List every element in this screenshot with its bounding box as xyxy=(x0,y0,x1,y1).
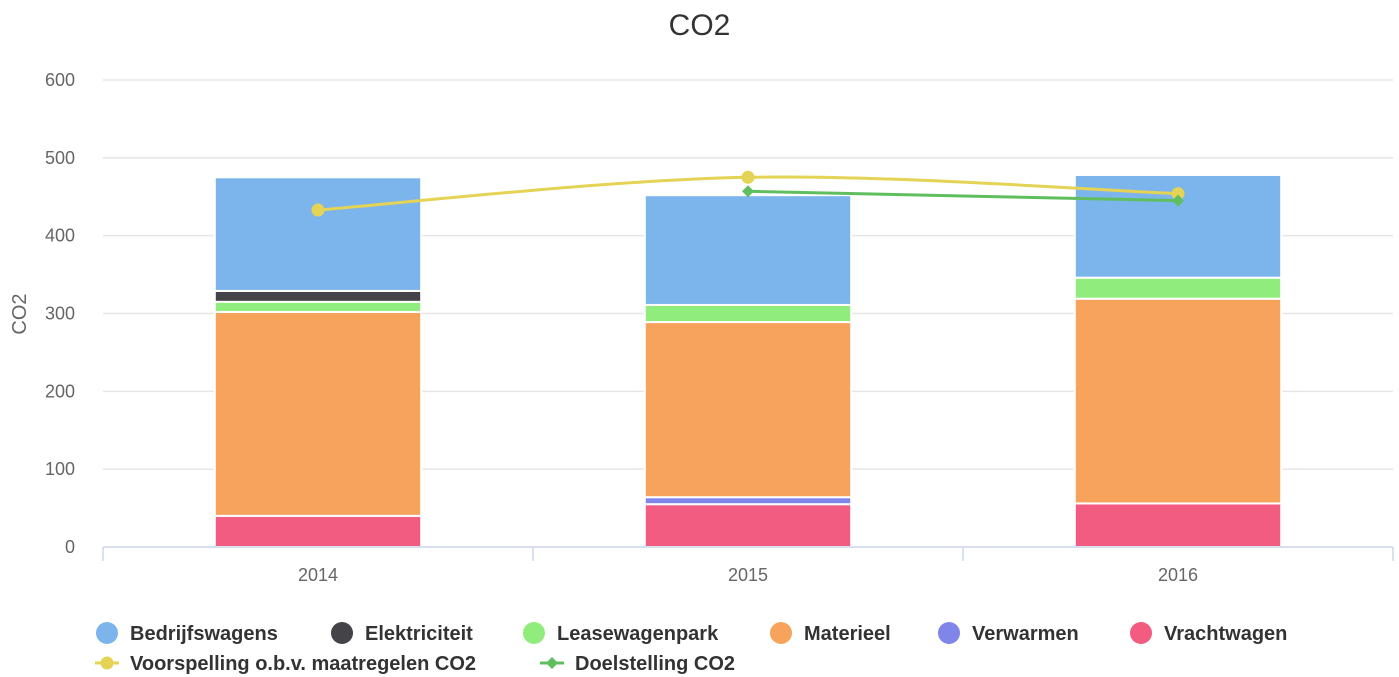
legend-label-leasewagenpark: Leasewagenpark xyxy=(557,623,719,645)
marker-doelstelling-co2-1 xyxy=(1172,194,1184,207)
y-tick-label-300: 300 xyxy=(45,304,75,324)
legend-item-voorspelling-o-b-v-maatregelen-co2[interactable]: Voorspelling o.b.v. maatregelen CO2 xyxy=(95,653,476,675)
y-tick-label-600: 600 xyxy=(45,70,75,90)
legend-label-vrachtwagen: Vrachtwagen xyxy=(1164,623,1287,645)
legend-label-materieel: Materieel xyxy=(804,623,891,645)
marker-doelstelling-co2-0 xyxy=(742,185,754,198)
legend-item-doelstelling-co2[interactable]: Doelstelling CO2 xyxy=(540,653,735,675)
legend-symbol-doelstelling-co2 xyxy=(546,657,558,669)
bar-leasewagenpark-2014 xyxy=(213,300,423,313)
legend-label-verwarmen: Verwarmen xyxy=(972,623,1079,645)
marker-voorspelling-o-b-v-maatregelen-co2-1 xyxy=(741,170,755,184)
legend-item-materieel[interactable]: Materieel xyxy=(770,622,891,645)
bar-materieel-2014 xyxy=(213,310,423,517)
legend-label-bedrijfswagens: Bedrijfswagens xyxy=(130,623,278,645)
y-tick-label-200: 200 xyxy=(45,381,75,401)
bar-elektriciteit-2014 xyxy=(213,289,423,303)
marker-voorspelling-o-b-v-maatregelen-co2-0 xyxy=(311,203,325,217)
bar-vrachtwagen-2014 xyxy=(213,514,423,548)
x-tick-label-2014: 2014 xyxy=(298,565,338,585)
legend-symbol-leasewagenpark xyxy=(523,622,545,644)
legend-symbol-vrachtwagen xyxy=(1130,622,1152,644)
legend-item-verwarmen[interactable]: Verwarmen xyxy=(938,622,1079,645)
legend: Bedrijfswagens Elektriciteit Leasewagenpar… xyxy=(95,622,1287,675)
legend-item-elektriciteit[interactable]: Elektriciteit xyxy=(331,622,473,645)
y-tick-label-0: 0 xyxy=(65,537,75,557)
legend-label-elektriciteit: Elektriciteit xyxy=(365,623,473,645)
chart-title: CO2 xyxy=(669,9,731,42)
bar-leasewagenpark-2016 xyxy=(1073,276,1283,300)
bar-leasewagenpark-2015 xyxy=(643,303,853,324)
legend-item-vrachtwagen[interactable]: Vrachtwagen xyxy=(1130,622,1287,645)
legend-symbol-verwarmen xyxy=(938,622,960,644)
bar-materieel-2016 xyxy=(1073,297,1283,505)
y-tick-label-500: 500 xyxy=(45,148,75,168)
bar-materieel-2015 xyxy=(643,321,853,499)
y-axis-label: CO2 xyxy=(9,293,31,334)
marker-voorspelling-o-b-v-maatregelen-co2-2 xyxy=(1171,187,1185,201)
legend-symbol-bedrijfswagens xyxy=(96,622,118,644)
legend-item-bedrijfswagens[interactable]: Bedrijfswagens xyxy=(96,622,278,645)
lines-layer xyxy=(311,170,1185,217)
bar-bedrijfswagens-2014 xyxy=(213,176,423,292)
legend-label-voorspelling-o-b-v-maatregelen-co2: Voorspelling o.b.v. maatregelen CO2 xyxy=(130,653,476,675)
x-tick-label-2015: 2015 xyxy=(728,565,768,585)
y-tick-label-400: 400 xyxy=(45,226,75,246)
bar-vrachtwagen-2016 xyxy=(1073,502,1283,548)
legend-symbol-voorspelling-o-b-v-maatregelen-co2 xyxy=(100,656,114,670)
legend-label-doelstelling-co2: Doelstelling CO2 xyxy=(575,653,735,675)
line-doelstelling-co2 xyxy=(746,189,1180,203)
axes-layer: 0 100 200 300 400 500 600 2014 2015 2016 xyxy=(45,70,1394,585)
bar-bedrijfswagens-2015 xyxy=(643,194,853,306)
bar-verwarmen-2015 xyxy=(643,496,853,506)
legend-symbol-materieel xyxy=(770,622,792,644)
x-tick-label-2016: 2016 xyxy=(1158,565,1198,585)
bars-layer xyxy=(213,173,1283,549)
bar-vrachtwagen-2015 xyxy=(643,503,853,549)
legend-symbol-elektriciteit xyxy=(331,622,353,644)
y-tick-label-100: 100 xyxy=(45,459,75,479)
legend-item-leasewagenpark[interactable]: Leasewagenpark xyxy=(523,622,719,645)
